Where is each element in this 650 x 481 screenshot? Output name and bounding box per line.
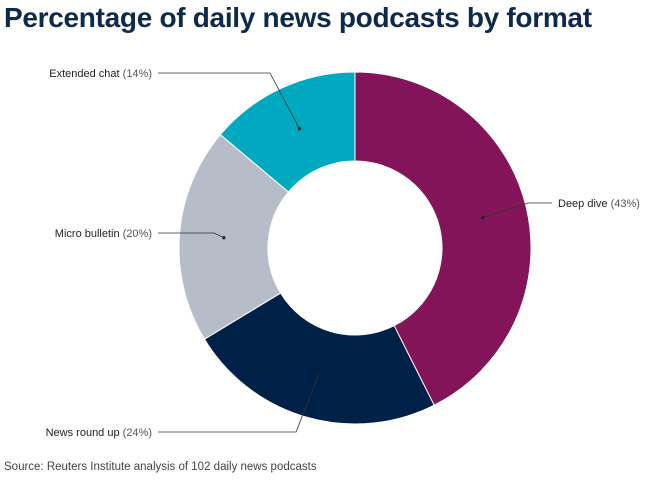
slice-extended-chat bbox=[219, 71, 356, 193]
label-name: News round up bbox=[46, 427, 123, 439]
leader-lines bbox=[158, 72, 552, 433]
slice-labels: Deep dive (43%) News round up (24%) Micro … bbox=[46, 68, 640, 439]
label-news-round-up: News round up (24%) bbox=[46, 427, 152, 439]
source-note: Source: Reuters Institute analysis of 10… bbox=[4, 461, 317, 473]
leader-deep-dive bbox=[482, 202, 552, 218]
leader-news-round-up bbox=[158, 374, 320, 433]
label-percent: (43%) bbox=[611, 198, 640, 210]
leader-dot-extended-chat bbox=[297, 127, 302, 131]
leader-extended-chat bbox=[158, 72, 300, 129]
label-percent: (20%) bbox=[123, 228, 152, 240]
slice-news-round-up bbox=[203, 292, 435, 425]
label-name: Micro bulletin bbox=[55, 228, 123, 240]
label-name: Deep dive bbox=[558, 198, 611, 210]
label-extended-chat: Extended chat (14%) bbox=[49, 68, 152, 80]
slice-deep-dive bbox=[354, 71, 532, 406]
label-percent: (24%) bbox=[123, 427, 152, 439]
slice-micro-bulletin bbox=[178, 133, 290, 340]
leader-micro-bulletin bbox=[158, 232, 225, 239]
label-micro-bulletin: Micro bulletin (20%) bbox=[55, 228, 152, 240]
donut-slices bbox=[178, 71, 532, 425]
chart-title: Percentage of daily news podcasts by for… bbox=[4, 2, 592, 33]
label-deep-dive: Deep dive (43%) bbox=[558, 198, 640, 210]
label-percent: (14%) bbox=[123, 68, 152, 80]
label-name: Extended chat bbox=[49, 68, 122, 80]
leader-dot-news-round-up bbox=[317, 372, 321, 376]
leader-dot-micro-bulletin bbox=[222, 236, 226, 240]
leader-dot-deep-dive bbox=[481, 216, 485, 220]
